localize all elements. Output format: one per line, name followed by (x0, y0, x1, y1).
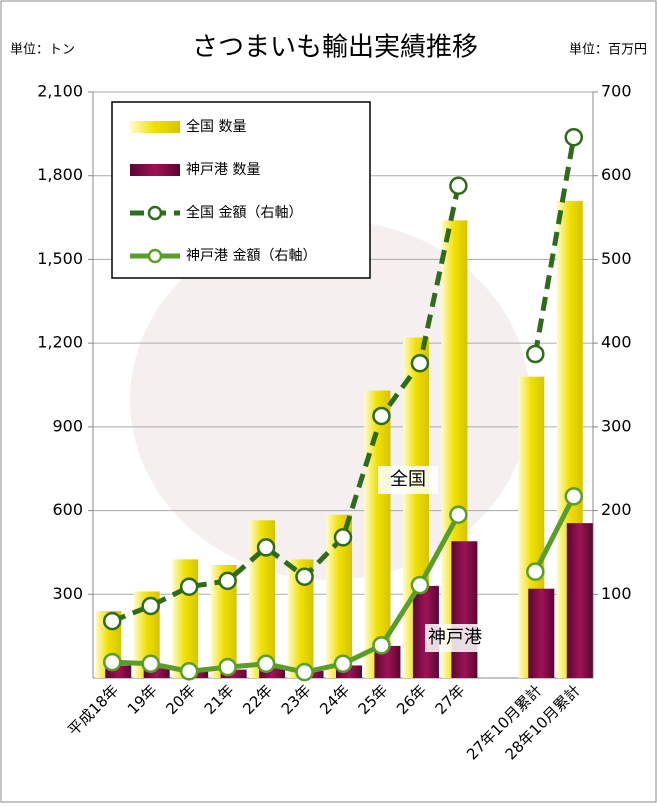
marker (566, 129, 582, 145)
marker (297, 569, 313, 585)
legend-label: 全国 金額（右軸） (186, 204, 302, 221)
y2-tick-label: 100 (601, 584, 632, 603)
marker (412, 355, 428, 371)
annotation: 神戸港 (428, 627, 482, 648)
marker (527, 564, 543, 580)
chart: 単位：トン 単位：百万円 さつまいも輸出実績推移 300 600 900 1,200 1… (0, 0, 657, 803)
legend-marker (149, 207, 161, 219)
marker (450, 178, 466, 194)
chart-title: さつまいも輸出実績推移 (192, 33, 478, 63)
bar (172, 559, 198, 678)
marker (373, 637, 389, 653)
y2-tick-label: 600 (601, 165, 632, 184)
bar (528, 589, 554, 678)
legend-label: 神戸港 数量 (186, 162, 260, 178)
legend-marker (149, 250, 161, 262)
marker (258, 539, 274, 555)
y2-tick-label: 400 (601, 333, 632, 352)
y2-tick-label: 300 (601, 416, 632, 435)
marker (335, 656, 351, 672)
y2-unit: 単位：百万円 (569, 42, 647, 58)
marker (527, 346, 543, 362)
y-tick-label: 1,800 (37, 165, 83, 184)
legend-swatch (130, 121, 180, 133)
marker (373, 408, 389, 424)
y-tick-label: 2,100 (37, 82, 83, 101)
y2-tick-label: 700 (601, 82, 632, 101)
y-tick-label: 1,500 (37, 249, 83, 268)
y-tick-label: 1,200 (37, 333, 83, 352)
y-unit: 単位：トン (10, 42, 75, 58)
marker (143, 598, 159, 614)
legend-swatch (130, 164, 180, 176)
y-tick-label: 900 (52, 416, 83, 435)
marker (412, 577, 428, 593)
y-tick-label: 600 (52, 500, 83, 519)
marker (143, 656, 159, 672)
marker (450, 507, 466, 523)
marker (220, 659, 236, 675)
y2-tick-label: 200 (601, 500, 632, 519)
marker (104, 613, 120, 629)
legend-label: 神戸港 金額（右軸） (186, 248, 316, 264)
legend-label: 全国 数量 (186, 118, 246, 135)
marker (181, 663, 197, 679)
y-tick-label: 300 (52, 584, 83, 603)
marker (220, 573, 236, 589)
y2-tick-label: 500 (601, 249, 632, 268)
annotation: 全国 (390, 469, 426, 490)
marker (335, 529, 351, 545)
bar (451, 541, 477, 678)
bar (567, 523, 593, 678)
marker (104, 654, 120, 670)
marker (181, 579, 197, 595)
marker (258, 656, 274, 672)
marker (297, 664, 313, 680)
marker (566, 488, 582, 504)
